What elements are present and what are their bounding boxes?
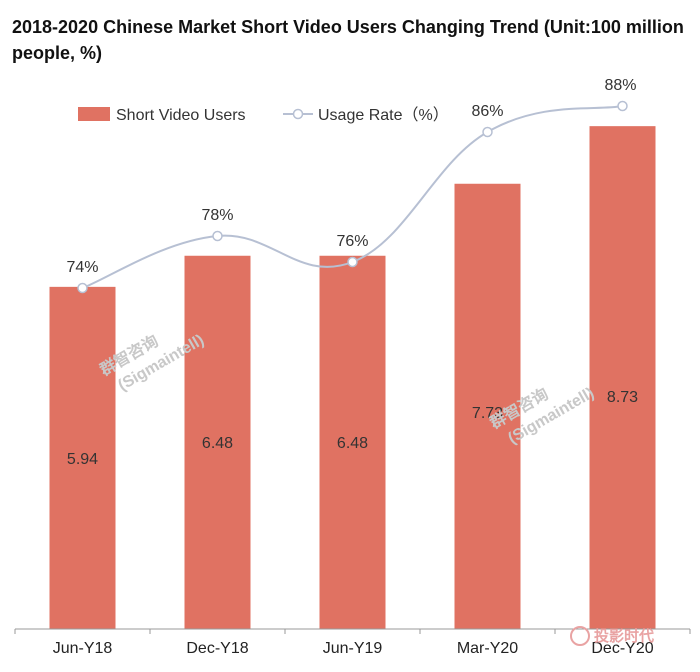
- x-tick-label: Dec-Y18: [186, 640, 248, 657]
- legend: Short Video Users Usage Rate（%）: [78, 106, 449, 124]
- usage-rate-label: 88%: [604, 77, 636, 94]
- x-tick-label: Dec-Y20: [591, 640, 653, 657]
- bar-dec-y18: [184, 255, 251, 629]
- usage-rate-label: 78%: [201, 207, 233, 224]
- corner-logo-icon: [570, 626, 590, 646]
- usage-rate-marker: [77, 282, 88, 294]
- x-tick-label: Mar-Y20: [457, 640, 518, 657]
- usage-rate-label: 76%: [336, 233, 368, 250]
- bar-value-label: 8.73: [607, 389, 638, 406]
- legend-bar-label: Short Video Users: [116, 107, 246, 124]
- bar-value-label: 6.48: [337, 435, 368, 452]
- legend-line-label: Usage Rate（%）: [318, 106, 449, 124]
- usage-rate-marker: [347, 256, 358, 268]
- bar-value-label: 6.48: [202, 435, 233, 452]
- usage-rate-label: 74%: [66, 259, 98, 276]
- usage-rate-labels: 74% 78% 76% 86% 88%: [66, 77, 636, 276]
- bar-mar-y20: [454, 183, 521, 629]
- bar-value-label: 7.73: [472, 405, 503, 422]
- bar-series: [49, 126, 656, 629]
- legend-line-marker: [292, 108, 304, 120]
- bar-jun-y18: [49, 286, 116, 629]
- legend-bar-swatch: [78, 107, 110, 121]
- x-tick-label: Jun-Y19: [323, 640, 383, 657]
- usage-rate-marker: [617, 100, 628, 112]
- usage-rate-markers: [77, 100, 628, 294]
- usage-rate-label: 86%: [471, 103, 503, 120]
- corner-watermark: 投影时代: [570, 626, 654, 646]
- x-tick-label: Jun-Y18: [53, 640, 113, 657]
- usage-rate-marker: [212, 230, 223, 242]
- bar-data-labels: 5.94 6.48 6.48 7.73 8.73: [67, 389, 638, 468]
- chart-title: 2018-2020 Chinese Market Short Video Use…: [12, 17, 684, 63]
- corner-watermark-text: 投影时代: [594, 627, 654, 645]
- bar-value-label: 5.94: [67, 451, 98, 468]
- x-axis-ticks: Jun-Y18 Dec-Y18 Jun-Y19 Mar-Y20 Dec-Y20: [14, 629, 691, 657]
- usage-rate-marker: [482, 126, 493, 138]
- bar-dec-y20: [589, 126, 656, 629]
- bar-jun-y19: [319, 255, 386, 629]
